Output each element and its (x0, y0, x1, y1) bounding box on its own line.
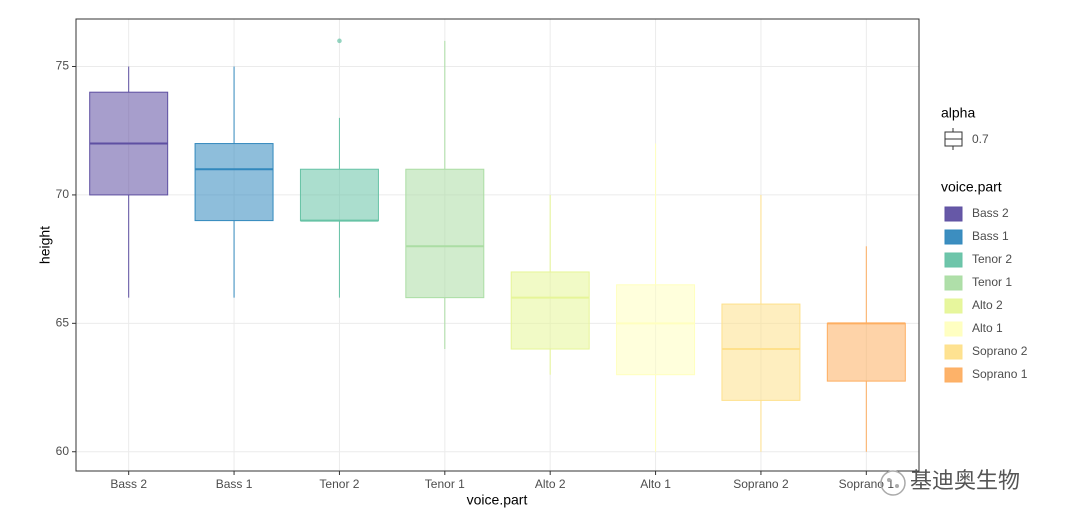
legend-swatch (944, 367, 963, 383)
x-tick-label: Soprano 1 (839, 477, 895, 491)
x-tick-label: Alto 2 (535, 477, 566, 491)
box (405, 168, 485, 299)
legend-label: Bass 1 (972, 229, 1009, 243)
x-tick-label: Soprano 2 (733, 477, 789, 491)
x-tick-label: Bass 2 (110, 477, 147, 491)
box-group (89, 66, 169, 298)
legend-title: voice.part (941, 179, 1002, 195)
x-axis-title: voice.part (467, 492, 528, 508)
x-tick-label: Tenor 1 (425, 477, 465, 491)
box (194, 143, 274, 222)
y-tick-label: 75 (56, 59, 70, 73)
watermark: 基迪奥生物 (910, 468, 1020, 493)
legend-swatch (944, 321, 963, 337)
box-group (510, 194, 590, 375)
alpha-legend-label: 0.7 (972, 132, 989, 146)
box-group (826, 246, 906, 452)
legend-swatch (944, 229, 963, 245)
legend-label: Soprano 2 (972, 344, 1028, 358)
legend-label: Alto 1 (972, 321, 1003, 335)
box (510, 271, 590, 350)
alpha-legend-title: alpha (941, 105, 975, 121)
box (826, 322, 906, 382)
alpha-legend-key (944, 128, 963, 150)
outlier (337, 38, 342, 44)
legend-label: Tenor 1 (972, 275, 1012, 289)
y-tick-label: 70 (56, 187, 70, 201)
box (721, 303, 801, 401)
legend-label: Soprano 1 (972, 367, 1028, 381)
legend-swatch (944, 206, 963, 222)
x-tick-label: Bass 1 (216, 477, 253, 491)
box-group (405, 40, 485, 350)
y-axis-title: height (37, 226, 53, 264)
box-group (299, 38, 379, 298)
legend-label: Bass 2 (972, 206, 1009, 220)
box (616, 284, 696, 376)
legend-swatch (944, 275, 963, 291)
x-tick-label: Alto 1 (640, 477, 671, 491)
watermark-icon (880, 470, 906, 496)
y-tick-label: 65 (56, 316, 70, 330)
x-tick-label: Tenor 2 (319, 477, 359, 491)
legend-label: Tenor 2 (972, 252, 1012, 266)
legend-swatch (944, 344, 963, 360)
legend-swatch (944, 298, 963, 314)
legend-label: Alto 2 (972, 298, 1003, 312)
y-tick-label: 60 (56, 444, 70, 458)
plot-border (75, 18, 920, 472)
box-group (194, 66, 274, 298)
legend-swatch (944, 252, 963, 268)
box-group (721, 194, 801, 452)
box-group (616, 143, 696, 452)
box (299, 168, 379, 222)
